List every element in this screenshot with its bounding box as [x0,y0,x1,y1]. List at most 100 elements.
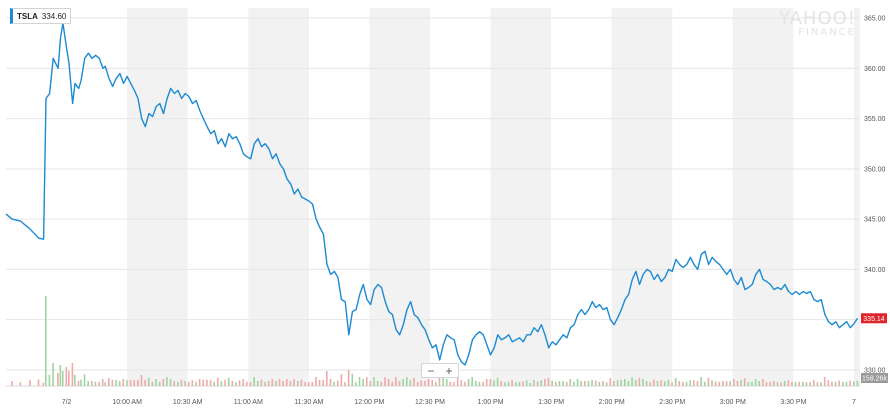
volume-bar [442,377,444,386]
volume-bar [260,379,263,386]
volume-bar [820,382,822,386]
volume-bar [242,379,245,386]
volume-bar [256,381,259,386]
volume-bar [286,379,288,386]
x-axis-ticks: 7/2 10:00 AM 10:30 AM 11:00 AM 11:30 AM 12:00… [62,399,856,406]
volume-bar [485,379,488,386]
volume-bar [384,377,386,386]
volume-bar [689,380,692,386]
time-band [248,8,309,386]
volume-bar [471,377,473,386]
volume-bar [209,380,212,386]
volume-bar [420,380,423,386]
volume-bar [80,379,82,386]
volume-bar [772,381,775,386]
volume-bar [340,374,343,386]
volume-bar [59,365,62,386]
volume-bar [304,382,306,386]
y-tick-label: 365.00 [864,16,886,23]
volume-bar [776,382,779,386]
volume-bar [98,381,100,386]
volume-bar [634,379,637,386]
volume-bar [126,380,128,386]
volume-bar [282,381,284,386]
volume-bar [769,381,771,386]
volume-bar [278,379,281,386]
volume-bar [645,381,648,386]
volume-bar [558,381,561,386]
x-tick-label: 11:30 AM [294,399,323,406]
volume-bar [87,381,89,386]
volume-bar [358,377,361,386]
volume-bar [562,381,564,386]
volume-bar [802,381,804,386]
volume-bar [573,381,575,386]
volume-bar [576,379,579,386]
volume-bar [336,380,339,386]
volume-bar [264,381,266,386]
volume-bar [74,375,76,386]
volume-bar [805,382,808,386]
time-band [127,8,188,386]
time-band [369,8,430,386]
time-band [732,8,794,386]
x-tick-label: 12:30 PM [415,399,445,406]
volume-bar [29,379,31,386]
y-tick-label: 355.00 [864,116,886,123]
volume-bar [140,375,143,386]
x-tick-label: 3:30 PM [780,399,806,406]
x-tick-label: 1:30 PM [538,399,564,406]
zoom-out-button[interactable]: − [427,363,435,378]
x-tick-label: 11:00 AM [234,399,263,406]
volume-bar [736,381,739,386]
volume-bar [19,382,22,386]
volume-bar [565,381,568,386]
volume-bar [275,381,277,386]
volume-bar [700,377,702,386]
volume-bar [347,369,350,386]
volume-bar [162,379,165,386]
volume-bar [718,381,721,386]
volume-bar [856,380,859,386]
volume-bar [365,377,368,386]
volume-bar [65,367,68,386]
volume-bar [52,363,54,386]
volume-bar [602,381,604,386]
volume-bar [496,377,499,386]
x-tick-label: 1:00 PM [477,399,503,406]
volume-bar [376,381,379,386]
volume-bar [674,378,677,386]
ticker-legend[interactable]: TSLA 334.60 [10,8,72,24]
price-badge-label: 335.14 [863,316,885,323]
volume-bar [57,373,59,386]
volume-bar [627,381,630,386]
volume-bar [696,381,699,386]
volume-bar [48,375,51,386]
volume-bar [137,379,139,386]
volume-bars [11,296,859,386]
volume-bar [380,381,383,386]
volume-bar [780,382,782,386]
volume-bar [482,381,484,386]
volume-bar [271,379,274,386]
volume-bar [551,380,553,386]
volume-bar [478,381,481,386]
volume-bar [663,381,666,386]
volume-bar [216,377,219,386]
volume-bar [816,382,819,386]
volume-bar [591,379,593,386]
volume-bar [638,377,641,386]
volume-bar [598,381,601,386]
x-tick-label: 7 [852,399,856,406]
volume-bar [464,381,466,386]
volume-bar [311,381,314,386]
volume-bar [101,379,104,386]
volume-bar [115,379,117,386]
ticker-value: 334.60 [41,11,67,21]
volume-bar [809,382,811,386]
x-tick-label: 3:00 PM [720,399,746,406]
volume-bar [44,296,47,386]
volume-bar [518,382,521,386]
volume-bar [369,381,372,386]
zoom-in-button[interactable]: + [445,363,453,378]
